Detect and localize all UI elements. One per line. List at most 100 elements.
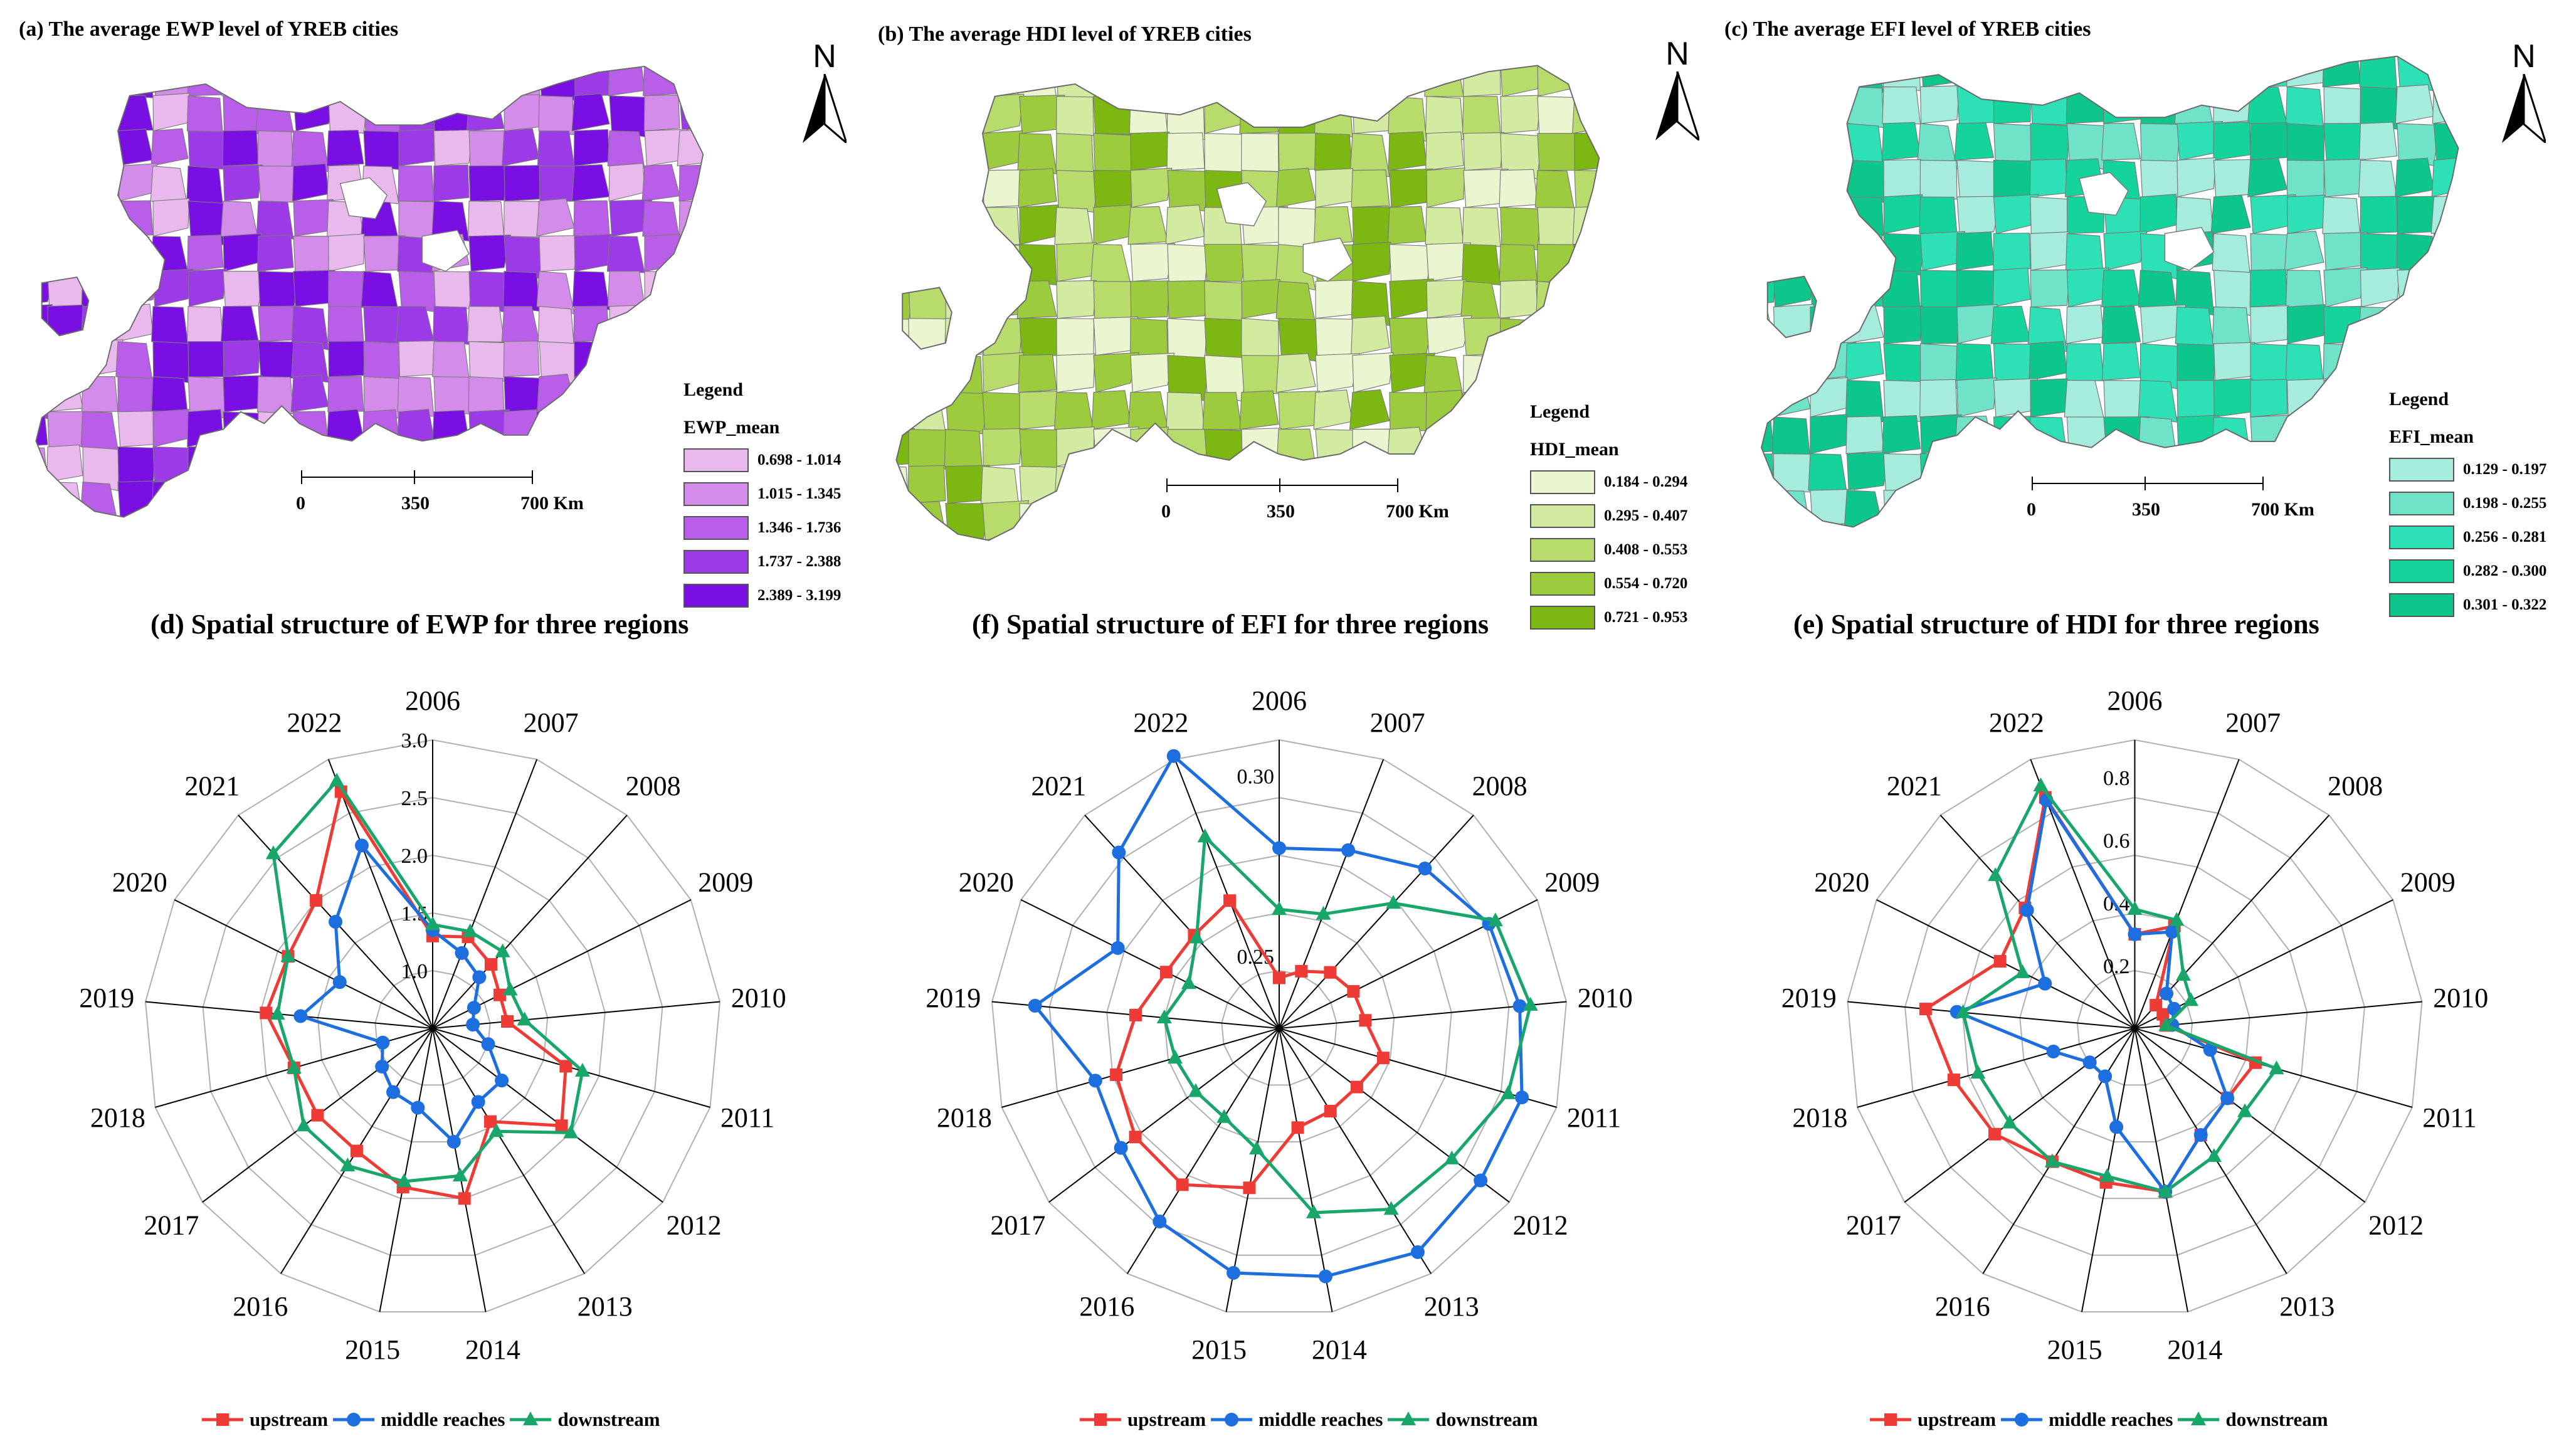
category-label: 2014	[465, 1334, 520, 1365]
data-point-downstream	[2183, 992, 2199, 1006]
legend-class: 0.721 - 0.953	[1530, 601, 1737, 635]
data-point-downstream	[2158, 1183, 2173, 1198]
legend-swatch	[2389, 559, 2454, 583]
data-point-downstream	[1383, 1201, 1399, 1215]
legend-swatch	[1530, 470, 1595, 494]
series-line-downstream	[272, 778, 584, 1183]
radar-grid-ring	[2019, 912, 2250, 1142]
scale-label: 700 Km	[520, 493, 584, 514]
legend-swatch	[683, 550, 749, 574]
tick-label: 1.0	[401, 960, 428, 983]
data-point-downstream	[2175, 967, 2191, 981]
scale-label: 350	[401, 493, 430, 514]
category-label: 2010	[2433, 983, 2488, 1013]
data-point-upstream	[1295, 964, 1308, 978]
radar-spoke	[1857, 1028, 2135, 1108]
category-label: 2006	[405, 685, 460, 716]
scale-bar: 0 350 700 Km	[2019, 477, 2314, 539]
legend-label: middle reaches	[381, 1408, 505, 1430]
category-label: 2011	[1567, 1102, 1621, 1133]
radar-grid-ring	[1904, 796, 2365, 1256]
data-point-downstream	[563, 1124, 579, 1139]
data-point-middle	[1515, 1090, 1529, 1105]
data-point-middle	[472, 970, 487, 984]
legend-class-label: 0.295 - 0.407	[1604, 507, 1688, 524]
legend-class: 0.282 - 0.300	[2389, 554, 2564, 588]
data-point-middle	[2038, 976, 2052, 991]
data-point-upstream	[555, 1119, 568, 1132]
scale-label: 0	[2027, 499, 2036, 520]
radar-spoke	[1279, 1028, 1333, 1312]
category-label: 2014	[2167, 1334, 2222, 1365]
scale-label: 350	[2132, 499, 2160, 520]
data-point-downstream	[1188, 1083, 1203, 1097]
data-point-downstream	[396, 1173, 412, 1188]
legend-swatch	[683, 584, 749, 608]
category-label: 2016	[1935, 1291, 1990, 1322]
legend-class: 1.737 - 2.388	[683, 545, 890, 579]
data-point-middle	[2098, 1069, 2113, 1084]
scale-bar: 0 350 700 Km	[1154, 478, 1449, 541]
legend-class: 0.554 - 0.720	[1530, 567, 1737, 601]
map-panel-efi: (c) The average EFI level of YREB cities…	[1718, 13, 2558, 617]
data-point-middle	[376, 1035, 390, 1050]
category-label: 2011	[720, 1102, 774, 1133]
data-point-downstream	[1487, 912, 1503, 927]
data-point-middle	[355, 838, 369, 853]
series-line-upstream	[1114, 898, 1385, 1190]
legend-field: EFI_mean	[2389, 426, 2474, 447]
legend-class: 1.346 - 1.736	[683, 511, 890, 545]
category-label: 2018	[937, 1102, 992, 1133]
radar-spoke	[432, 1028, 586, 1274]
legend-class-label: 0.129 - 0.197	[2463, 461, 2547, 478]
data-point-middle	[386, 1085, 401, 1099]
data-point-downstream	[2127, 901, 2143, 915]
radar-chart-hdi: 2006 2007 2008 2009 2010 2011 2012 2013 2014 2015…	[1781, 685, 2489, 1365]
data-point-middle	[466, 1018, 480, 1032]
data-point-middle	[2193, 1128, 2208, 1142]
radar-legend: upstream middle reaches downstream	[201, 1408, 664, 1431]
radar-spoke	[1048, 1028, 1280, 1203]
data-point-downstream	[1522, 996, 1538, 1011]
radar-spoke	[1279, 1028, 1432, 1274]
data-point-upstream	[1291, 1121, 1304, 1134]
tick-label: 0.8	[2103, 767, 2130, 790]
data-point-middle	[1088, 1074, 1102, 1088]
category-label: 2018	[90, 1102, 145, 1133]
scale-label: 700 Km	[1386, 501, 1449, 522]
category-label: 2012	[2368, 1210, 2424, 1241]
category-label: 2009	[698, 867, 753, 897]
data-point-downstream	[1501, 1085, 1516, 1099]
category-label: 2018	[1792, 1102, 1847, 1133]
north-arrow-icon: N	[790, 38, 859, 144]
data-point-downstream	[1386, 895, 1401, 909]
category-label: 2014	[1312, 1334, 1367, 1365]
north-arrow-icon: N	[1643, 35, 1712, 142]
data-point-middle	[481, 1037, 495, 1052]
data-point-downstream	[1156, 1010, 1172, 1024]
category-label: 2013	[2279, 1291, 2335, 1322]
legend-swatch	[1530, 572, 1595, 596]
data-point-upstream	[1947, 1074, 1960, 1087]
map-legend: Legend HDI_mean 0.184 - 0.294 0.295 - 0.407…	[1530, 401, 1737, 635]
series-line-downstream	[1163, 833, 1533, 1215]
data-point-middle	[455, 946, 469, 960]
legend-class-label: 0.184 - 0.294	[1604, 473, 1688, 490]
radar-spoke	[1847, 1001, 2135, 1029]
data-point-upstream	[1273, 971, 1285, 984]
legend-label: downstream	[1435, 1408, 1538, 1430]
radar-spoke	[1279, 1028, 1510, 1203]
data-point-downstream	[270, 1006, 285, 1020]
category-label: 2008	[1472, 771, 1527, 801]
data-point-upstream	[1129, 1131, 1142, 1144]
data-point-middle	[446, 1134, 461, 1149]
data-point-middle	[1153, 1214, 1167, 1228]
data-point-upstream	[1919, 1003, 1932, 1016]
legend-label: upstream	[1918, 1408, 1997, 1430]
category-label: 2010	[731, 983, 786, 1013]
data-point-middle	[329, 915, 343, 929]
map-title: (b) The average HDI level of YREB cities	[878, 23, 1252, 46]
data-point-downstream	[2158, 1017, 2174, 1031]
category-label: 2015	[1191, 1334, 1247, 1365]
radar-spoke	[1225, 1028, 1280, 1312]
